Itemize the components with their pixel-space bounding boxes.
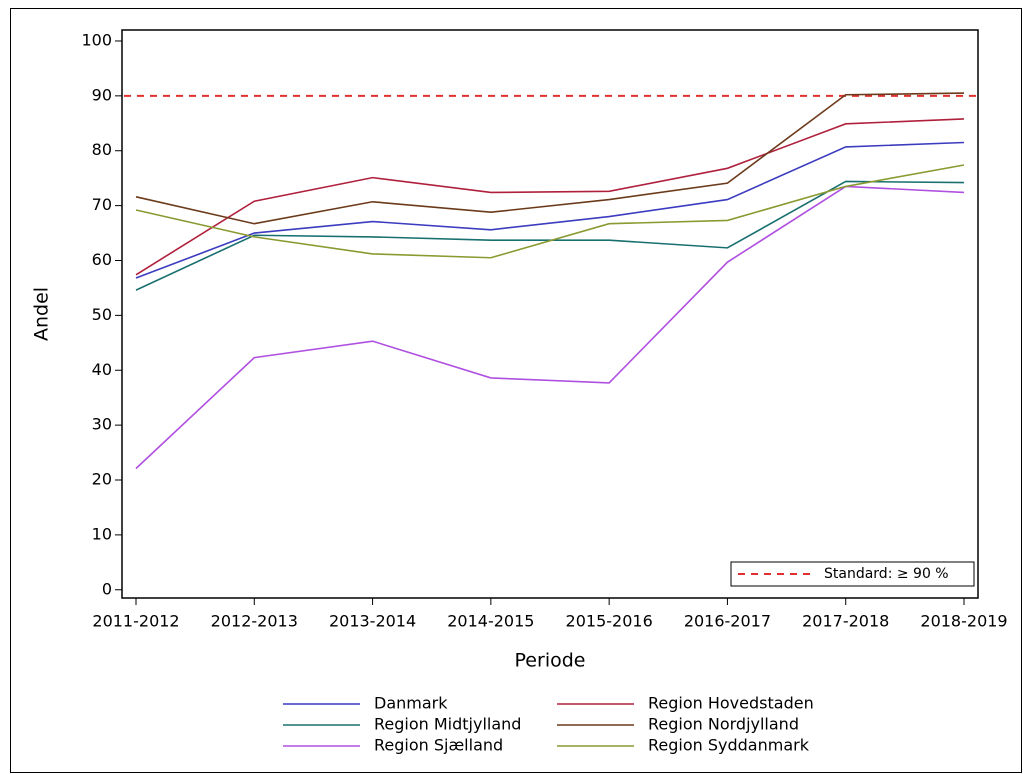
x-tick-label: 2013-2014 <box>329 612 416 631</box>
plot-frame <box>121 29 979 599</box>
y-tick-label: 60 <box>92 250 112 269</box>
x-tick-label: 2016-2017 <box>684 612 771 631</box>
x-tick-label: 2018-2019 <box>920 612 1007 631</box>
legend-label: Region Hovedstaden <box>648 694 814 713</box>
x-tick-label: 2012-2013 <box>211 612 298 631</box>
y-tick-label: 100 <box>81 30 112 49</box>
reference-legend-label: Standard: ≥ 90 % <box>824 566 949 582</box>
reference-legend-box <box>730 561 975 587</box>
y-tick-label: 0 <box>102 579 112 598</box>
series-line <box>135 118 965 276</box>
legend-label: Region Midtjylland <box>374 715 521 734</box>
x-axis-label: Periode <box>515 650 586 672</box>
y-tick-label: 80 <box>92 140 112 159</box>
x-tick-label: 2017-2018 <box>802 612 889 631</box>
legend-label: Region Sjælland <box>374 736 503 755</box>
y-axis-label: Andel <box>31 287 53 341</box>
y-tick-label: 20 <box>92 470 112 489</box>
y-tick-label: 90 <box>92 85 112 104</box>
y-tick-label: 50 <box>92 305 112 324</box>
y-tick-label: 70 <box>92 195 112 214</box>
series-line <box>135 180 965 291</box>
legend-label: Region Nordjylland <box>648 715 799 734</box>
outer-frame <box>10 8 1022 773</box>
y-tick-label: 40 <box>92 360 112 379</box>
legend-label: Danmark <box>374 694 448 713</box>
x-tick-label: 2015-2016 <box>566 612 653 631</box>
series-line <box>135 185 965 470</box>
x-tick-label: 2011-2012 <box>92 612 179 631</box>
legend-label: Region Syddanmark <box>648 736 810 755</box>
series-line <box>135 164 965 259</box>
x-tick-label: 2014-2015 <box>447 612 534 631</box>
series-line <box>135 92 965 225</box>
y-tick-label: 10 <box>92 524 112 543</box>
series-line <box>135 141 965 279</box>
y-tick-label: 30 <box>92 415 112 434</box>
